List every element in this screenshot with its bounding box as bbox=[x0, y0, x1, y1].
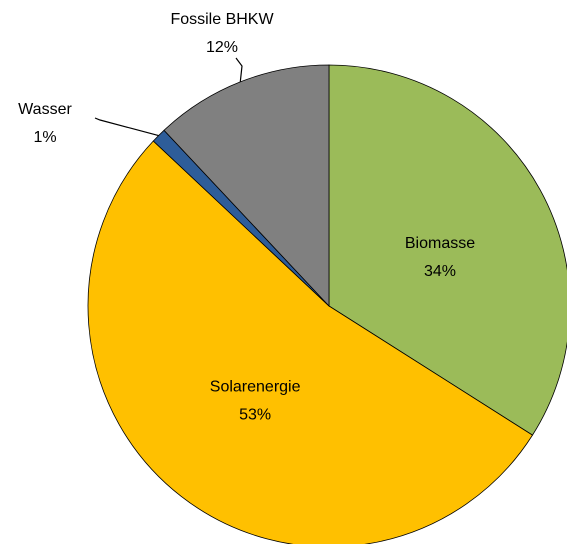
category-label: Solarenergie bbox=[210, 378, 301, 395]
category-label: Wasser bbox=[18, 101, 72, 118]
value-label: 34% bbox=[424, 263, 456, 280]
leader-line bbox=[94, 117, 159, 137]
pie-slice bbox=[328, 64, 567, 436]
value-label: 53% bbox=[239, 406, 271, 423]
value-label: 1% bbox=[33, 129, 56, 146]
category-label: Fossile BHKW bbox=[170, 11, 274, 28]
leader-line bbox=[235, 57, 243, 82]
pie-slice bbox=[163, 64, 330, 308]
category-label: Biomasse bbox=[405, 235, 475, 252]
value-label: 12% bbox=[206, 39, 238, 56]
pie-slice bbox=[87, 140, 534, 544]
